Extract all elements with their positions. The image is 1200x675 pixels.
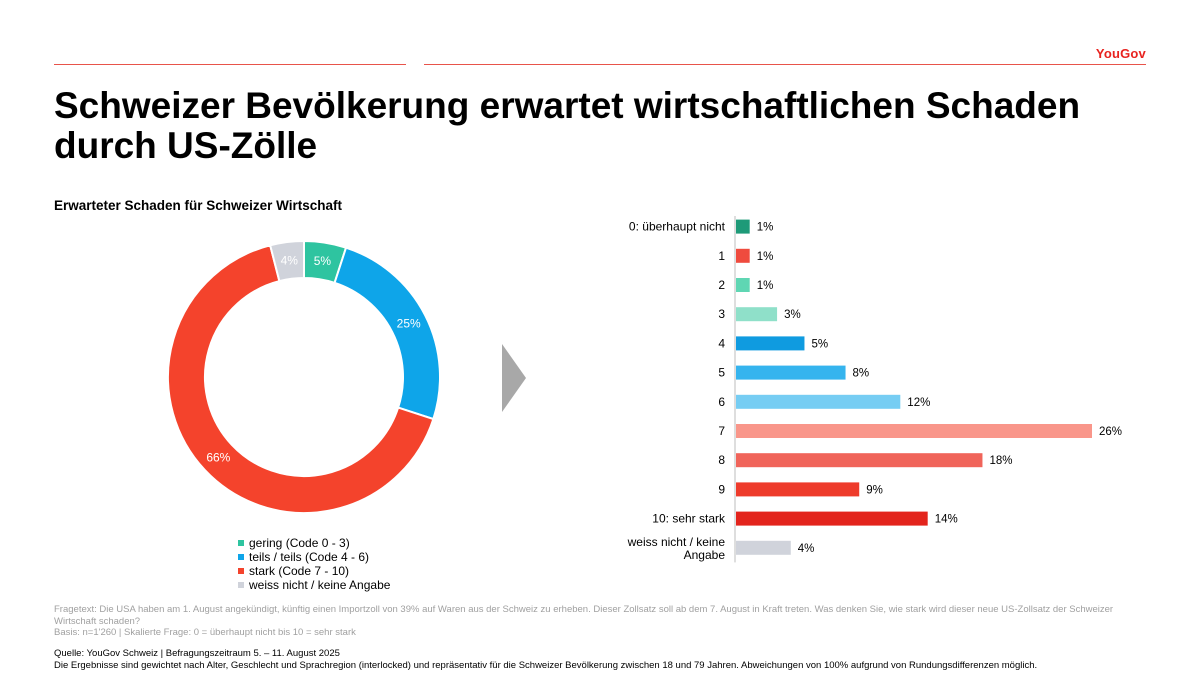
bar-category-label: 3: [718, 307, 725, 321]
bar-data-label: 26%: [1099, 426, 1122, 438]
header-line-right: [424, 64, 1146, 65]
header-line-left: [54, 64, 406, 65]
bar: [736, 248, 750, 263]
chart-title: Erwarteter Schaden für Schweizer Wirtsch…: [54, 198, 342, 213]
donut-data-label: 66%: [206, 450, 230, 464]
legend-item-gering: gering (Code 0 - 3): [238, 536, 390, 550]
bar-category-label: 2: [718, 278, 725, 292]
bar: [736, 219, 750, 234]
bar: [736, 365, 846, 380]
donut-slice: [333, 246, 441, 421]
source-notes: Quelle: YouGov Schweiz | Befragungszeitr…: [54, 648, 1154, 671]
legend-label-stark: stark (Code 7 - 10): [249, 564, 350, 578]
arrow-right-icon: [502, 344, 526, 412]
donut-data-label: 4%: [281, 253, 299, 267]
bar: [736, 336, 805, 351]
bar: [736, 307, 778, 322]
bar-category-label: 10: sehr stark: [652, 512, 726, 526]
bar-category-label: 8: [718, 453, 725, 467]
donut-slice: [167, 244, 435, 514]
bar: [736, 278, 750, 292]
legend-swatch-teils: [238, 554, 244, 560]
bar-data-label: 18%: [989, 455, 1012, 467]
question-notes: Fragetext: Die USA haben am 1. August an…: [54, 604, 1154, 639]
page-title: Schweizer Bevölkerung erwartet wirtschaf…: [54, 85, 1081, 166]
bar-data-label: 3%: [784, 309, 801, 321]
bar-category-label: 0: überhaupt nicht: [629, 220, 726, 234]
bar: [736, 482, 860, 497]
bar-category-label: 7: [718, 424, 725, 438]
weighting-text: Die Ergebnisse sind gewichtet nach Alter…: [54, 659, 1038, 671]
donut-slice: [268, 239, 305, 283]
bar-category-label: 1: [718, 249, 725, 263]
legend-label-teils: teils / teils (Code 4 - 6): [249, 550, 370, 564]
bar-category-label: 9: [718, 482, 725, 496]
donut-data-label: 5%: [314, 254, 332, 268]
bar: [736, 424, 1092, 438]
bar-data-label: 14%: [935, 514, 958, 526]
bar-category-label: 5: [718, 366, 725, 380]
donut-chart: 5% 25% 66% 4%: [167, 239, 441, 514]
legend-item-stark: stark (Code 7 - 10): [238, 564, 390, 578]
bar-category-label: 6: [718, 395, 725, 409]
bar: [736, 511, 928, 526]
bar-data-label: 12%: [907, 397, 930, 409]
bar-data-label: 8%: [853, 368, 870, 380]
legend-item-weiss-nicht: weiss nicht / keine Angabe: [238, 578, 390, 592]
bar-category-label: weiss nicht / keine Angabe: [627, 535, 726, 562]
basis-text: Basis: n=1'260 | Skalierte Frage: 0 = üb…: [54, 627, 356, 638]
bar-data-label: 9%: [866, 484, 883, 496]
bar-chart: 1% 0: überhaupt nicht 1% 1 1% 2 3% 3 5% 4 8% 5 12% 6 2…: [627, 216, 1122, 563]
legend-label-gering: gering (Code 0 - 3): [249, 536, 350, 550]
donut-data-label: 25%: [397, 317, 421, 331]
legend-item-teils: teils / teils (Code 4 - 6): [238, 550, 390, 564]
source-text: Quelle: YouGov Schweiz | Befragungszeitr…: [54, 648, 340, 659]
legend-swatch-gering: [238, 540, 244, 546]
bar-category-label: 4: [718, 336, 725, 350]
bar-data-label: 1%: [757, 251, 774, 263]
legend-swatch-weiss-nicht: [238, 582, 244, 588]
legend-label-weiss-nicht: weiss nicht / keine Angabe: [249, 578, 391, 592]
bar-data-label: 1%: [757, 222, 774, 234]
donut-legend: gering (Code 0 - 3) teils / teils (Code …: [238, 536, 390, 592]
bar-data-label: 1%: [757, 280, 774, 292]
bar-data-label: 4%: [798, 543, 815, 555]
brand-logo: YouGov: [1095, 46, 1146, 61]
bar: [736, 453, 983, 468]
legend-swatch-stark: [238, 568, 244, 574]
bar: [736, 394, 901, 409]
bar: [736, 540, 791, 555]
bar-data-label: 5%: [811, 338, 828, 350]
question-text: Fragetext: Die USA haben am 1. August an…: [54, 604, 1114, 627]
